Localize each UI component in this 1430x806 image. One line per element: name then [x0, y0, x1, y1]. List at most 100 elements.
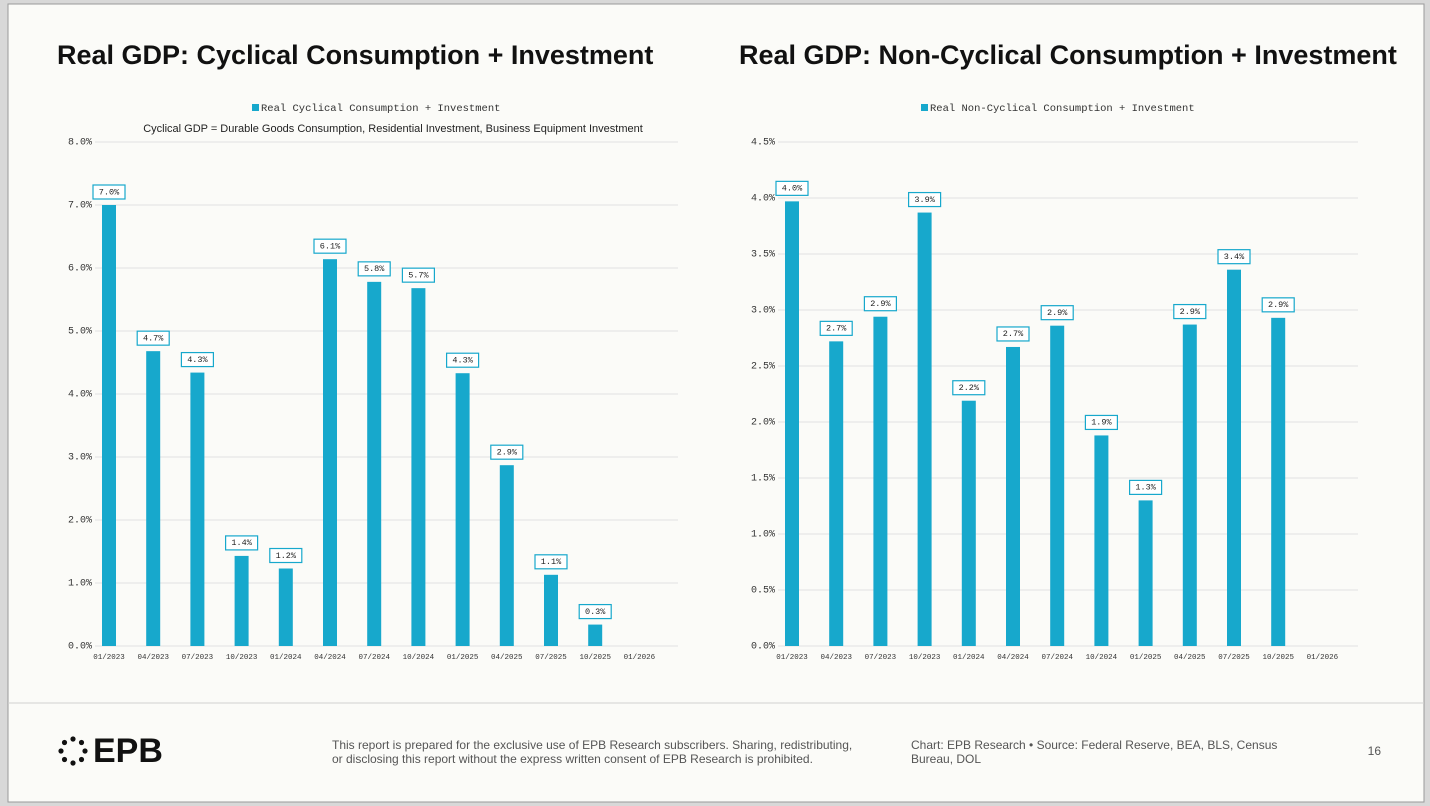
value-label: 0.3%: [585, 607, 606, 617]
value-label-box: [1261, 297, 1295, 313]
x-tick-label: 01/2026: [624, 654, 656, 662]
bar: [146, 351, 161, 646]
bar: [234, 555, 249, 646]
x-tick-label: 01/2024: [953, 654, 985, 662]
y-tick-label: 6.0%: [68, 264, 92, 275]
bar: [1182, 324, 1197, 646]
x-tick-label: 04/2023: [137, 654, 169, 662]
x-tick-label: 10/2024: [1086, 654, 1118, 662]
value-label-box: [775, 180, 809, 196]
x-tick-label: 10/2024: [403, 654, 435, 662]
value-label: 2.7%: [826, 324, 847, 334]
legend-swatch: [921, 104, 928, 111]
bar: [102, 205, 116, 646]
bar: [829, 341, 844, 646]
value-label-box: [952, 380, 986, 396]
value-label: 1.1%: [541, 557, 562, 567]
y-tick-label: 0.0%: [751, 642, 775, 653]
y-tick-label: 4.0%: [751, 194, 775, 205]
bar: [455, 373, 470, 646]
x-tick-label: 01/2024: [270, 654, 302, 662]
y-tick-label: 7.0%: [68, 201, 92, 212]
bar: [411, 288, 426, 646]
y-tick-label: 2.0%: [68, 516, 92, 527]
y-tick-label: 3.0%: [751, 306, 775, 317]
value-label: 2.9%: [870, 299, 891, 309]
bar: [323, 259, 337, 646]
x-tick-label: 10/2023: [909, 654, 941, 662]
y-tick-label: 1.0%: [751, 530, 775, 541]
value-label: 4.0%: [782, 184, 803, 194]
value-label: 6.1%: [320, 241, 341, 251]
y-tick-label: 0.0%: [68, 642, 92, 653]
x-tick-label: 04/2025: [1174, 654, 1206, 662]
y-tick-label: 4.5%: [751, 138, 775, 149]
value-label: 2.2%: [959, 383, 980, 393]
bar: [544, 574, 558, 646]
y-tick-label: 1.5%: [751, 474, 775, 485]
source-note: Chart: EPB Research • Source: Federal Re…: [911, 738, 1278, 766]
x-tick-label: 10/2025: [579, 654, 611, 662]
y-tick-label: 2.0%: [751, 418, 775, 429]
value-label: 4.3%: [452, 355, 473, 365]
value-label: 1.9%: [1091, 418, 1112, 428]
bar: [961, 400, 976, 646]
bar: [1138, 500, 1153, 646]
bar: [588, 624, 603, 646]
bar: [1050, 325, 1065, 646]
x-tick-label: 07/2024: [358, 654, 390, 662]
bar: [190, 372, 205, 646]
bar: [278, 568, 293, 646]
value-label: 2.9%: [497, 447, 518, 457]
value-label-box: [1040, 305, 1074, 321]
value-label-box: [269, 547, 303, 564]
value-label-box: [996, 326, 1030, 342]
y-tick-label: 4.0%: [68, 390, 92, 401]
value-label-box: [907, 191, 942, 208]
value-label-box: [313, 238, 347, 254]
y-tick-label: 3.5%: [751, 250, 775, 261]
value-label: 2.7%: [1003, 329, 1024, 339]
bar: [873, 316, 888, 646]
x-tick-label: 07/2024: [1041, 654, 1073, 662]
y-tick-label: 0.5%: [751, 586, 775, 597]
logo-text: EPB: [93, 732, 163, 770]
bar: [1006, 346, 1020, 646]
x-tick-label: 01/2025: [447, 654, 479, 662]
value-label-box: [92, 184, 126, 200]
y-tick-label: 5.0%: [68, 327, 92, 338]
x-tick-label: 07/2023: [182, 654, 214, 662]
x-tick-label: 04/2025: [491, 654, 523, 662]
value-label-box: [136, 330, 170, 346]
value-label: 5.7%: [408, 270, 429, 280]
value-label-box: [819, 320, 853, 336]
x-tick-label: 07/2025: [1218, 654, 1250, 662]
x-tick-label: 04/2024: [314, 654, 346, 662]
value-label-box: [401, 267, 435, 283]
value-label: 1.4%: [231, 538, 252, 548]
chart-title: Real GDP: Non-Cyclical Consumption + Inv…: [739, 40, 1397, 70]
value-label: 3.4%: [1224, 252, 1245, 262]
page-number: 16: [1368, 744, 1382, 758]
value-label: 1.3%: [1135, 483, 1156, 493]
y-tick-label: 8.0%: [68, 138, 92, 149]
chart-title: Real GDP: Cyclical Consumption + Investm…: [57, 40, 653, 70]
value-label: 3.9%: [914, 195, 935, 205]
legend-label: Real Non-Cyclical Consumption + Investme…: [930, 103, 1195, 115]
value-label-box: [180, 351, 214, 368]
logo-mark: [58, 736, 88, 766]
value-label: 4.7%: [143, 333, 164, 343]
value-label-box: [863, 296, 898, 312]
value-label: 7.0%: [99, 187, 120, 197]
x-tick-label: 04/2024: [997, 654, 1029, 662]
x-tick-label: 07/2023: [865, 654, 897, 662]
value-label-box: [490, 444, 524, 460]
disclaimer: This report is prepared for the exclusiv…: [332, 738, 853, 766]
value-label-box: [534, 554, 568, 570]
x-tick-label: 07/2025: [535, 654, 567, 662]
x-tick-label: 10/2025: [1262, 654, 1294, 662]
chart-subtitle: Cyclical GDP = Durable Goods Consumption…: [143, 123, 643, 135]
value-label: 1.2%: [276, 551, 297, 561]
